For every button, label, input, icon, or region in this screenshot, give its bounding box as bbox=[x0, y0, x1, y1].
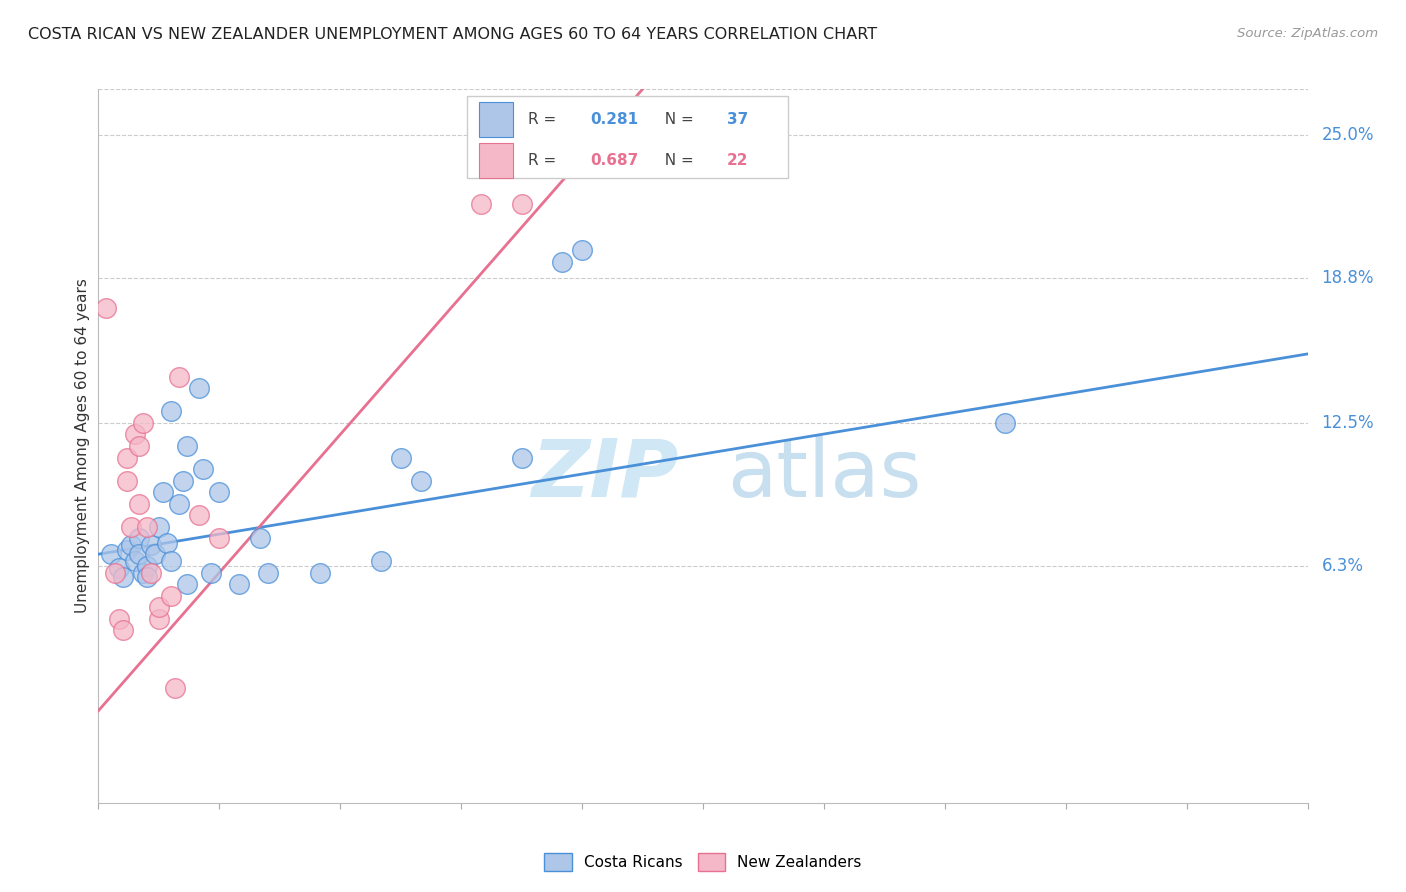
Point bbox=[139, 538, 162, 552]
Point bbox=[111, 623, 134, 637]
Point bbox=[156, 535, 179, 549]
Point bbox=[571, 244, 593, 258]
Point bbox=[160, 589, 183, 603]
Point bbox=[188, 508, 211, 522]
Point bbox=[470, 197, 492, 211]
Text: R =: R = bbox=[527, 153, 561, 168]
Point bbox=[111, 570, 134, 584]
Point bbox=[228, 577, 250, 591]
Point bbox=[152, 485, 174, 500]
Point bbox=[200, 566, 222, 580]
Point bbox=[115, 450, 138, 465]
Point bbox=[115, 542, 138, 557]
Point bbox=[409, 474, 432, 488]
Text: COSTA RICAN VS NEW ZEALANDER UNEMPLOYMENT AMONG AGES 60 TO 64 YEARS CORRELATION : COSTA RICAN VS NEW ZEALANDER UNEMPLOYMEN… bbox=[28, 27, 877, 42]
Point bbox=[148, 600, 170, 615]
Point bbox=[176, 439, 198, 453]
Text: N =: N = bbox=[655, 112, 699, 127]
Point bbox=[163, 681, 186, 695]
Point bbox=[135, 558, 157, 573]
Point bbox=[115, 474, 138, 488]
Point bbox=[100, 547, 122, 561]
Point bbox=[132, 416, 155, 430]
Point bbox=[256, 566, 278, 580]
Point bbox=[551, 255, 574, 269]
Point bbox=[132, 566, 155, 580]
Text: 22: 22 bbox=[727, 153, 748, 168]
Text: Source: ZipAtlas.com: Source: ZipAtlas.com bbox=[1237, 27, 1378, 40]
Point bbox=[510, 197, 533, 211]
Point bbox=[389, 450, 412, 465]
Point bbox=[172, 474, 194, 488]
FancyBboxPatch shape bbox=[479, 143, 513, 178]
Point bbox=[370, 554, 392, 568]
Text: 25.0%: 25.0% bbox=[1322, 127, 1374, 145]
Point bbox=[193, 462, 215, 476]
Y-axis label: Unemployment Among Ages 60 to 64 years: Unemployment Among Ages 60 to 64 years bbox=[75, 278, 90, 614]
Text: N =: N = bbox=[655, 153, 699, 168]
Point bbox=[96, 301, 118, 315]
Point bbox=[128, 547, 150, 561]
Point bbox=[208, 531, 231, 545]
Point bbox=[160, 554, 183, 568]
Point bbox=[103, 566, 125, 580]
Point bbox=[994, 416, 1017, 430]
Point bbox=[124, 427, 146, 442]
Point bbox=[139, 566, 162, 580]
Text: 0.281: 0.281 bbox=[591, 112, 638, 127]
Point bbox=[176, 577, 198, 591]
Text: atlas: atlas bbox=[727, 435, 921, 514]
Legend: Costa Ricans, New Zealanders: Costa Ricans, New Zealanders bbox=[538, 847, 868, 877]
Text: 12.5%: 12.5% bbox=[1322, 414, 1374, 432]
Point bbox=[124, 554, 146, 568]
Text: 18.8%: 18.8% bbox=[1322, 269, 1374, 287]
Text: 37: 37 bbox=[727, 112, 748, 127]
FancyBboxPatch shape bbox=[479, 102, 513, 136]
Point bbox=[160, 404, 183, 418]
Text: 0.687: 0.687 bbox=[591, 153, 638, 168]
Point bbox=[249, 531, 271, 545]
Point bbox=[167, 497, 190, 511]
Point bbox=[510, 450, 533, 465]
Point bbox=[128, 439, 150, 453]
Point bbox=[143, 547, 166, 561]
Point bbox=[107, 561, 129, 575]
Point bbox=[107, 612, 129, 626]
Text: ZIP: ZIP bbox=[531, 435, 679, 514]
Point bbox=[120, 538, 142, 552]
Text: R =: R = bbox=[527, 112, 561, 127]
Point bbox=[135, 519, 157, 533]
Text: 6.3%: 6.3% bbox=[1322, 557, 1364, 574]
Point bbox=[167, 370, 190, 384]
Point bbox=[188, 381, 211, 395]
Point bbox=[128, 531, 150, 545]
Point bbox=[208, 485, 231, 500]
Point bbox=[309, 566, 332, 580]
Point bbox=[135, 570, 157, 584]
FancyBboxPatch shape bbox=[467, 96, 787, 178]
Point bbox=[148, 612, 170, 626]
Point bbox=[120, 519, 142, 533]
Point bbox=[148, 519, 170, 533]
Point bbox=[128, 497, 150, 511]
